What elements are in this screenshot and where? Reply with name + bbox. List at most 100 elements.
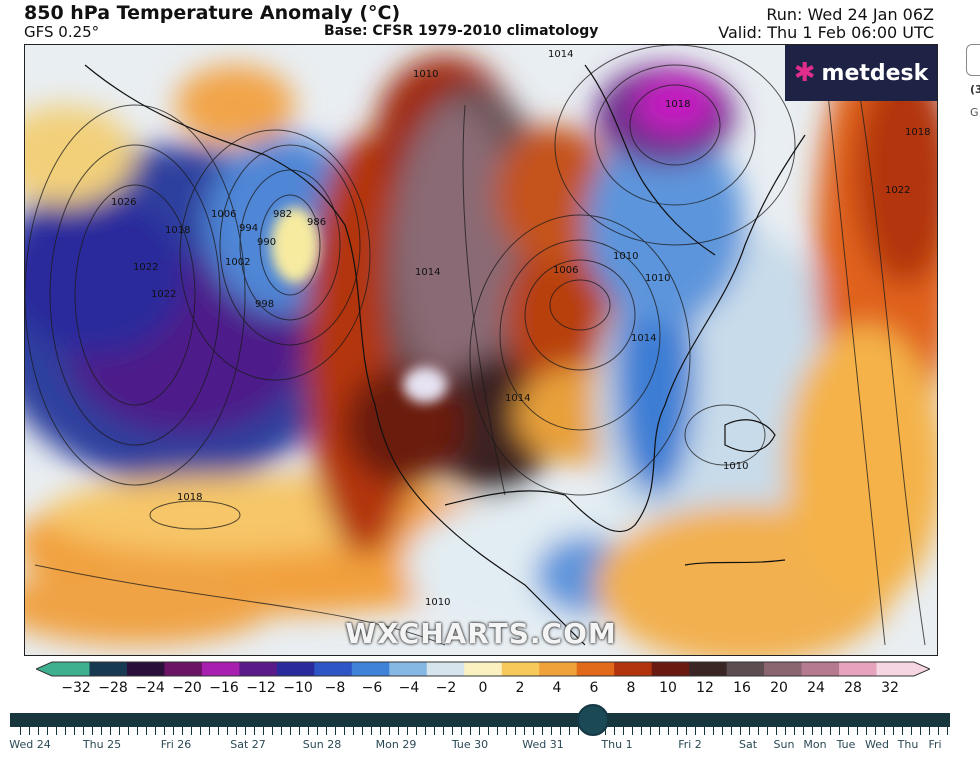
side-button[interactable] — [966, 44, 980, 76]
timeline-tick — [695, 727, 696, 735]
timeline-tick — [911, 727, 912, 735]
isobar-label: 1010 — [723, 461, 748, 472]
timeline-day-label[interactable]: Fri 26 — [160, 738, 192, 751]
timeline-tick — [533, 727, 534, 735]
colorbar-label: 32 — [881, 680, 899, 696]
isobar-label: 1018 — [177, 492, 202, 503]
metdesk-logo: ✱ metdesk — [785, 45, 937, 101]
timeline-tick — [803, 727, 804, 735]
timeline-tick — [146, 727, 147, 735]
timeline-tick — [299, 727, 300, 735]
side-panel: (3 G — [960, 0, 980, 779]
colorbar-segment — [726, 662, 765, 676]
timeline-day-label[interactable]: Sat — [738, 738, 758, 751]
colorbar-label: 2 — [515, 680, 525, 696]
timeline-day-label[interactable]: Mon — [803, 738, 827, 751]
isobar-label: 990 — [257, 237, 276, 248]
timeline-tick — [182, 727, 183, 735]
timeline-tick — [785, 727, 786, 735]
isobar-label: 1006 — [211, 209, 236, 220]
isobar-label: 1022 — [151, 289, 176, 300]
colorbar-label: −2 — [435, 680, 457, 696]
timeline-tick — [335, 727, 336, 735]
timeline-tick — [929, 727, 930, 735]
timeline-tick — [281, 727, 282, 735]
timeline-day-label[interactable]: Sun 28 — [302, 738, 342, 751]
colorbar-segment — [614, 662, 653, 676]
timeline-tick — [65, 727, 66, 735]
colorbar-label: 16 — [733, 680, 751, 696]
timeline-day-label[interactable]: Tue — [836, 738, 856, 751]
isobar-label: 998 — [255, 299, 274, 310]
metdesk-star-icon: ✱ — [793, 58, 816, 88]
colorbar-segment — [426, 662, 465, 676]
timeline-tick — [569, 727, 570, 735]
isobar-label: 1006 — [553, 265, 578, 276]
timeline-tick — [551, 727, 552, 735]
timeline-tick — [920, 727, 921, 735]
timeline-tick — [119, 727, 120, 735]
timeline-tick — [56, 727, 57, 735]
colorbar-segment — [164, 662, 203, 676]
timeline-day-label[interactable]: Thu 25 — [82, 738, 122, 751]
run-time-label: Run: Wed 24 Jan 06Z — [766, 5, 934, 24]
timeline-day-label[interactable]: Thu 1 — [601, 738, 633, 751]
timeline-tick — [164, 727, 165, 735]
colorbar-label: −16 — [209, 680, 239, 696]
timeline-tick — [461, 727, 462, 735]
timeline-tick — [857, 727, 858, 735]
timeline-tick — [38, 727, 39, 735]
colorbar-segment — [126, 662, 165, 676]
timeline-tick — [866, 727, 867, 735]
timeline-tick — [758, 727, 759, 735]
timeline-slider-track[interactable] — [10, 713, 950, 727]
colorbar-label: −10 — [283, 680, 313, 696]
timeline-tick — [677, 727, 678, 735]
timeline-tick — [884, 727, 885, 735]
colorbar-segment — [651, 662, 690, 676]
timeline-tick — [767, 727, 768, 735]
timeline-tick — [344, 727, 345, 735]
timeline-slider-knob[interactable] — [576, 704, 609, 736]
colorbar-segment — [576, 662, 615, 676]
map-graphic: 1014 1010 1006 1018 1022 1026 994 990 98… — [25, 45, 937, 655]
timeline-tick — [848, 727, 849, 735]
timeline-tick — [812, 727, 813, 735]
timeline-tick — [92, 727, 93, 735]
colorbar-segment — [239, 662, 278, 676]
timeline-tick — [560, 727, 561, 735]
chart-title: 850 hPa Temperature Anomaly (°C) — [24, 2, 401, 24]
timeline-day-label[interactable]: Fri 2 — [678, 738, 702, 751]
timeline-tick — [515, 727, 516, 735]
colorbar-segment — [876, 662, 915, 676]
timeline-day-label[interactable]: Wed — [865, 738, 889, 751]
timeline-day-label[interactable]: Fri — [928, 738, 942, 751]
timeline-day-label[interactable]: Sat 27 — [230, 738, 266, 751]
timeline-tick — [173, 727, 174, 735]
timeline-tick — [236, 727, 237, 735]
timeline-tick — [605, 727, 606, 735]
timeline-tick — [362, 727, 363, 735]
timeline-tick — [497, 727, 498, 735]
timeline-day-label[interactable]: Sun — [773, 738, 795, 751]
timeline-tick — [308, 727, 309, 735]
timeline-tick — [794, 727, 795, 735]
timeline-day-label[interactable]: Wed 24 — [9, 738, 51, 751]
anomaly-map[interactable]: 1014 1010 1006 1018 1022 1026 994 990 98… — [24, 44, 938, 656]
timeline-tick — [353, 727, 354, 735]
timeline-day-label[interactable]: Wed 31 — [522, 738, 564, 751]
isobar-label: 1010 — [613, 251, 638, 262]
colorbar-segment — [501, 662, 540, 676]
timeline-day-label[interactable]: Thu — [897, 738, 919, 751]
timeline-tick — [128, 727, 129, 735]
timeline-tick — [434, 727, 435, 735]
timeline-tick — [731, 727, 732, 735]
colorbar-high-arrow — [914, 662, 930, 676]
timeline-tick — [875, 727, 876, 735]
timeline-tick — [389, 727, 390, 735]
isobar-label: 1026 — [111, 197, 136, 208]
timeline-day-label[interactable]: Tue 30 — [451, 738, 489, 751]
timeline-day-label[interactable]: Mon 29 — [375, 738, 417, 751]
isobar-label: 1014 — [631, 333, 656, 344]
timeline-tick — [380, 727, 381, 735]
